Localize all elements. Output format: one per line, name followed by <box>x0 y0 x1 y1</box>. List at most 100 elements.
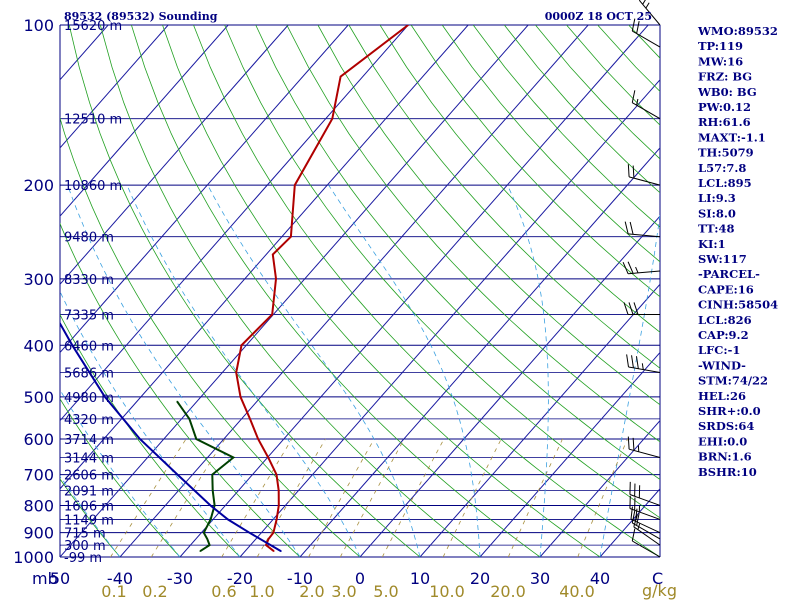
moist-adiabat-0 <box>126 184 361 557</box>
wind-barb-flag-13-0 <box>631 18 636 32</box>
index-line-24: HEL:26 <box>698 389 746 403</box>
temperature-tick--40: -40 <box>107 569 133 588</box>
mixing-ratio-label-3: 1.0 <box>249 582 274 600</box>
wind-barb-flag-8-0 <box>623 302 629 315</box>
mixing-ratio-line-0.6 <box>221 438 293 557</box>
mixing-ratio-line-0.1 <box>110 438 187 557</box>
series-point-temperature-10 <box>249 418 251 420</box>
series-point-dewpoint-1 <box>209 544 211 546</box>
isotherm-10 <box>419 283 660 557</box>
mixing-ratio-line-20 <box>507 438 563 557</box>
series-point-temperature-18 <box>294 184 296 186</box>
isotherm-30 <box>539 419 660 557</box>
mixing-ratio-label-0: 0.1 <box>101 582 126 600</box>
dry-adiabat--40 <box>60 478 121 557</box>
index-line-6: RH:61.6 <box>698 115 751 129</box>
series-point-parcel-5 <box>139 438 141 440</box>
dry-adiabat-80 <box>286 25 660 443</box>
wind-barb-staff-4 <box>629 508 661 520</box>
series-point-parcel-4 <box>176 474 179 476</box>
pressure-tick-700: 700 <box>23 466 54 485</box>
wind-barb-half-9 <box>635 266 639 274</box>
wind-barbs <box>622 0 661 558</box>
mixing-ratio-label-4: 2.0 <box>299 582 324 600</box>
isotherm--20 <box>239 78 660 557</box>
isotherm-20 <box>479 351 660 557</box>
mixing-ratio-label-1: 0.2 <box>142 582 167 600</box>
mixing-ratio-label-5: 3.0 <box>331 582 356 600</box>
wind-barb-flag-14-1 <box>642 0 646 5</box>
series-point-dewpoint-11 <box>176 400 178 402</box>
index-line-29: BSHR:10 <box>698 465 757 479</box>
height-label-500: 4980 m <box>64 391 114 406</box>
series-point-parcel-2 <box>227 518 229 521</box>
index-line-7: MAXT:-1.1 <box>698 130 766 144</box>
height-label-100: 15620 m <box>64 19 122 34</box>
dry-adiabat-120 <box>410 25 660 298</box>
index-line-27: EHI:0.0 <box>698 434 747 448</box>
wind-barb-flag-11-0 <box>627 164 630 177</box>
index-line-26: SRDS:64 <box>698 419 754 433</box>
mixing-ratio-line-40 <box>577 438 628 557</box>
wind-barb-flag-0-0 <box>631 528 636 542</box>
dry-adiabat-100 <box>348 25 660 369</box>
wind-barb-half-14 <box>645 2 650 9</box>
wind-barb-flag-2-1 <box>636 512 640 526</box>
mixing-ratio-label-6: 5.0 <box>373 582 398 600</box>
mixing-ratio-line-3 <box>339 438 405 557</box>
series-point-dewpoint-5 <box>214 504 216 506</box>
mixing-ratio-line-1 <box>256 438 326 557</box>
wind-barb-flag-9-0 <box>622 261 629 274</box>
mixing-ratio-line-0.2 <box>150 438 226 557</box>
series-point-parcel-1 <box>248 532 250 534</box>
pressure-tick-300: 300 <box>23 270 54 289</box>
index-line-14: KI:1 <box>698 237 726 251</box>
mixing-ratio-label-8: 20.0 <box>490 582 526 600</box>
wind-barb-staff-10 <box>628 233 661 238</box>
mixing-ratio-lines <box>110 438 628 557</box>
wind-barb-staff-6 <box>628 448 661 458</box>
series-line-parcel <box>60 321 282 553</box>
series-point-temperature-9 <box>257 438 259 440</box>
temperature-tick-10: 10 <box>410 569 430 588</box>
dry-adiabat-130 <box>441 25 660 263</box>
isotherm-lines <box>60 25 660 557</box>
adiabat-lines <box>60 25 660 557</box>
dry-adiabat-30 <box>131 25 541 557</box>
isotherm--80 <box>60 25 349 354</box>
wind-barb-flag-3-0 <box>630 506 633 520</box>
wind-barb-staff-1 <box>633 526 661 546</box>
height-label-400: 6460 m <box>64 339 114 354</box>
temperature-tick--30: -30 <box>167 569 193 588</box>
index-line-3: FRZ: BG <box>698 70 752 84</box>
temperature-tick-30: 30 <box>530 569 550 588</box>
series-line-dewpoint <box>176 400 236 553</box>
mixing-ratio-unit: g/kg <box>642 581 677 600</box>
wind-barb-staff-0 <box>632 540 661 558</box>
index-line-23: STM:74/22 <box>698 374 768 388</box>
height-label-800: 1606 m <box>64 499 114 514</box>
wind-barb-staff-7 <box>628 366 661 374</box>
index-line-12: SI:8.0 <box>698 206 736 220</box>
series-point-temperature-2 <box>267 538 270 540</box>
temperature-tick-20: 20 <box>470 569 490 588</box>
series-point-dewpoint-8 <box>232 456 234 459</box>
series-point-temperature-4 <box>276 518 278 521</box>
dry-adiabat--30 <box>60 398 181 557</box>
mixing-ratio-label-2: 0.6 <box>211 582 236 600</box>
pressure-tick-400: 400 <box>23 336 54 355</box>
dry-adiabat-90 <box>317 25 660 406</box>
isotherm--10 <box>299 147 660 557</box>
index-line-10: LCL:895 <box>698 176 752 190</box>
series-point-dewpoint-3 <box>203 532 205 534</box>
mixing-ratio-line-2 <box>308 438 375 557</box>
isotherm--70 <box>60 25 409 422</box>
wind-barb-staff-5 <box>629 494 661 506</box>
wind-barb-flag-6-0 <box>627 436 630 450</box>
series-point-temperature-15 <box>275 278 277 280</box>
dry-adiabat-0 <box>60 116 361 557</box>
dry-adiabat-50 <box>193 25 660 557</box>
temperature-tick-40: 40 <box>590 569 610 588</box>
index-line-18: CINH:58504 <box>698 298 778 312</box>
